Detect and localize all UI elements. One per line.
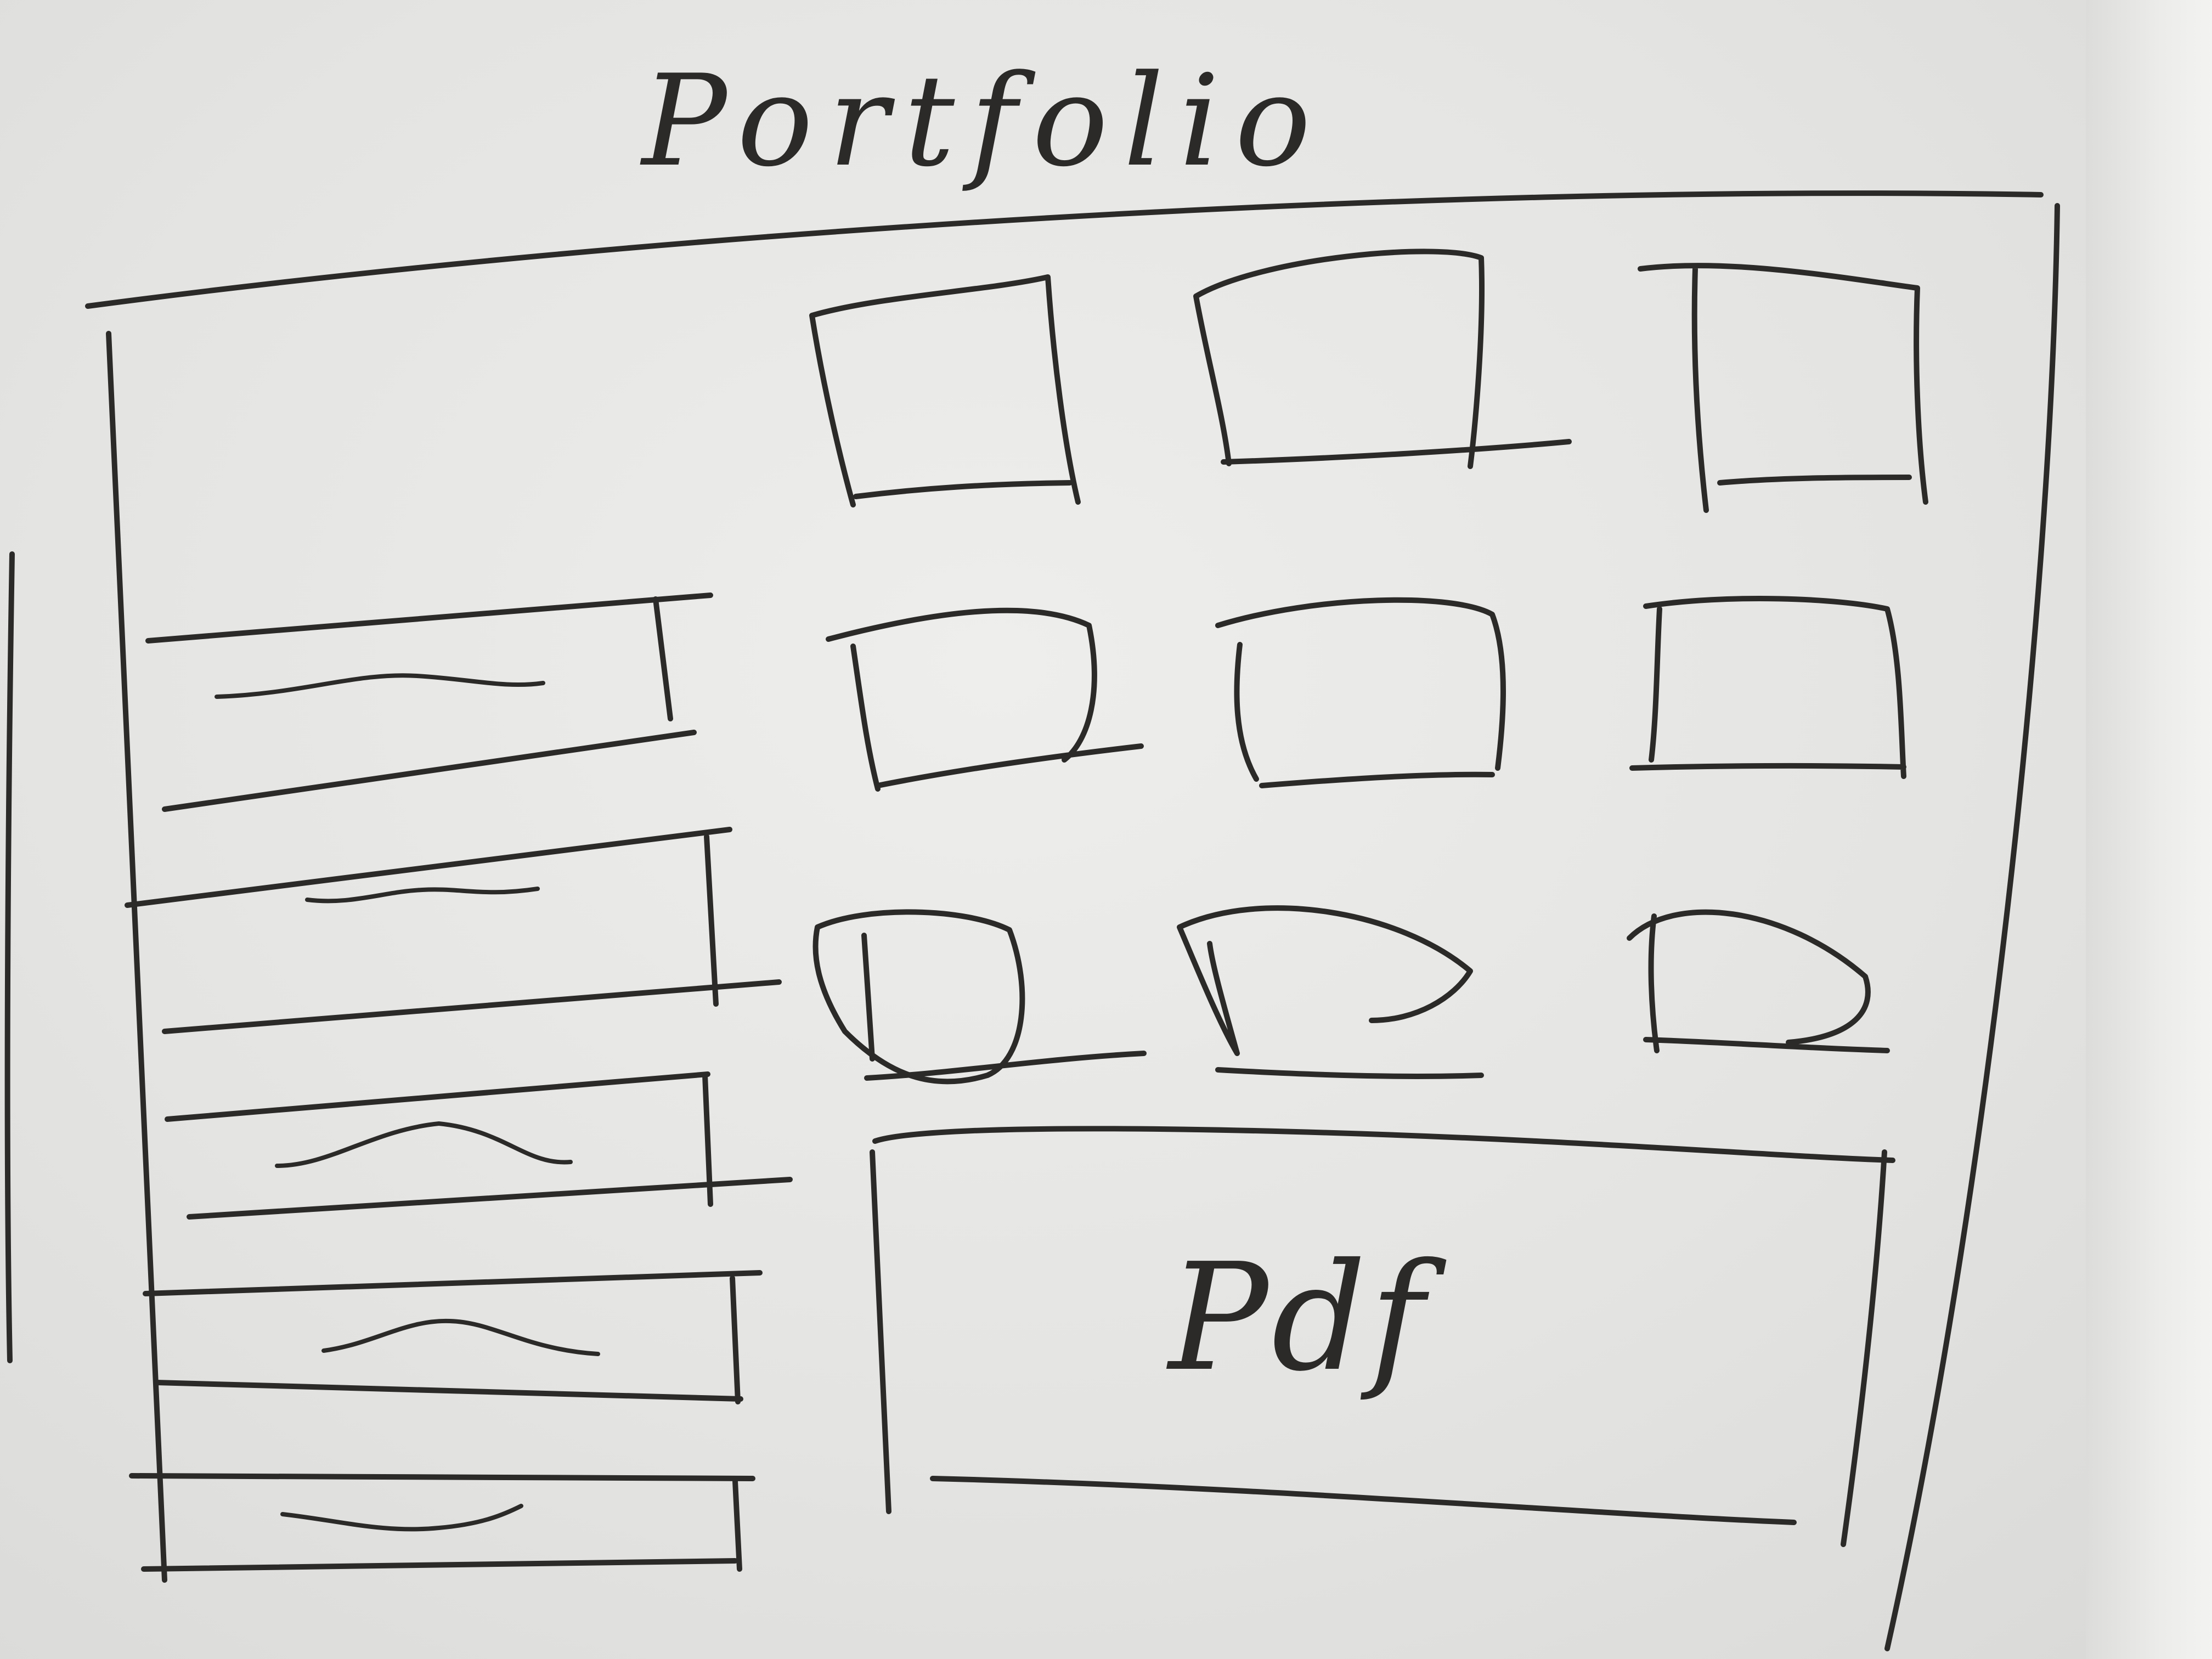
- sidebar-item[interactable]: [125, 827, 782, 1034]
- gallery-thumbnail[interactable]: [1193, 249, 1572, 469]
- sidebar-item[interactable]: [145, 592, 713, 812]
- thumbnail-gallery: [809, 249, 1928, 1085]
- sidebar-item[interactable]: [165, 1071, 793, 1220]
- sidebar-item-label: [215, 673, 545, 699]
- page-title: Portfolio: [640, 48, 1326, 195]
- sidebar-list: [125, 592, 793, 1572]
- sidebar-item-label: [280, 1504, 523, 1532]
- pdf-panel[interactable]: Pdf: [870, 1126, 1895, 1547]
- gallery-thumbnail[interactable]: [812, 909, 1147, 1085]
- gallery-thumbnail[interactable]: [1638, 263, 1928, 513]
- gallery-thumbnail[interactable]: [1177, 905, 1484, 1079]
- sidebar-item-label: [275, 1121, 573, 1168]
- gallery-thumbnail[interactable]: [1627, 909, 1890, 1053]
- pdf-label: Pdf: [1166, 1231, 1448, 1404]
- page-edge-line: [4, 551, 15, 1363]
- gallery-thumbnail[interactable]: [1215, 597, 1506, 788]
- paper-edge: [2086, 0, 2212, 1659]
- gallery-thumbnail[interactable]: [1629, 596, 1906, 779]
- sidebar-item-label: [321, 1318, 600, 1356]
- sidebar-item[interactable]: [143, 1270, 763, 1404]
- sidebar-item[interactable]: [129, 1473, 755, 1572]
- gallery-thumbnail[interactable]: [826, 607, 1144, 792]
- sidebar-item-label: [305, 887, 540, 904]
- gallery-thumbnail[interactable]: [809, 274, 1081, 507]
- outer-frame: [85, 190, 2060, 1651]
